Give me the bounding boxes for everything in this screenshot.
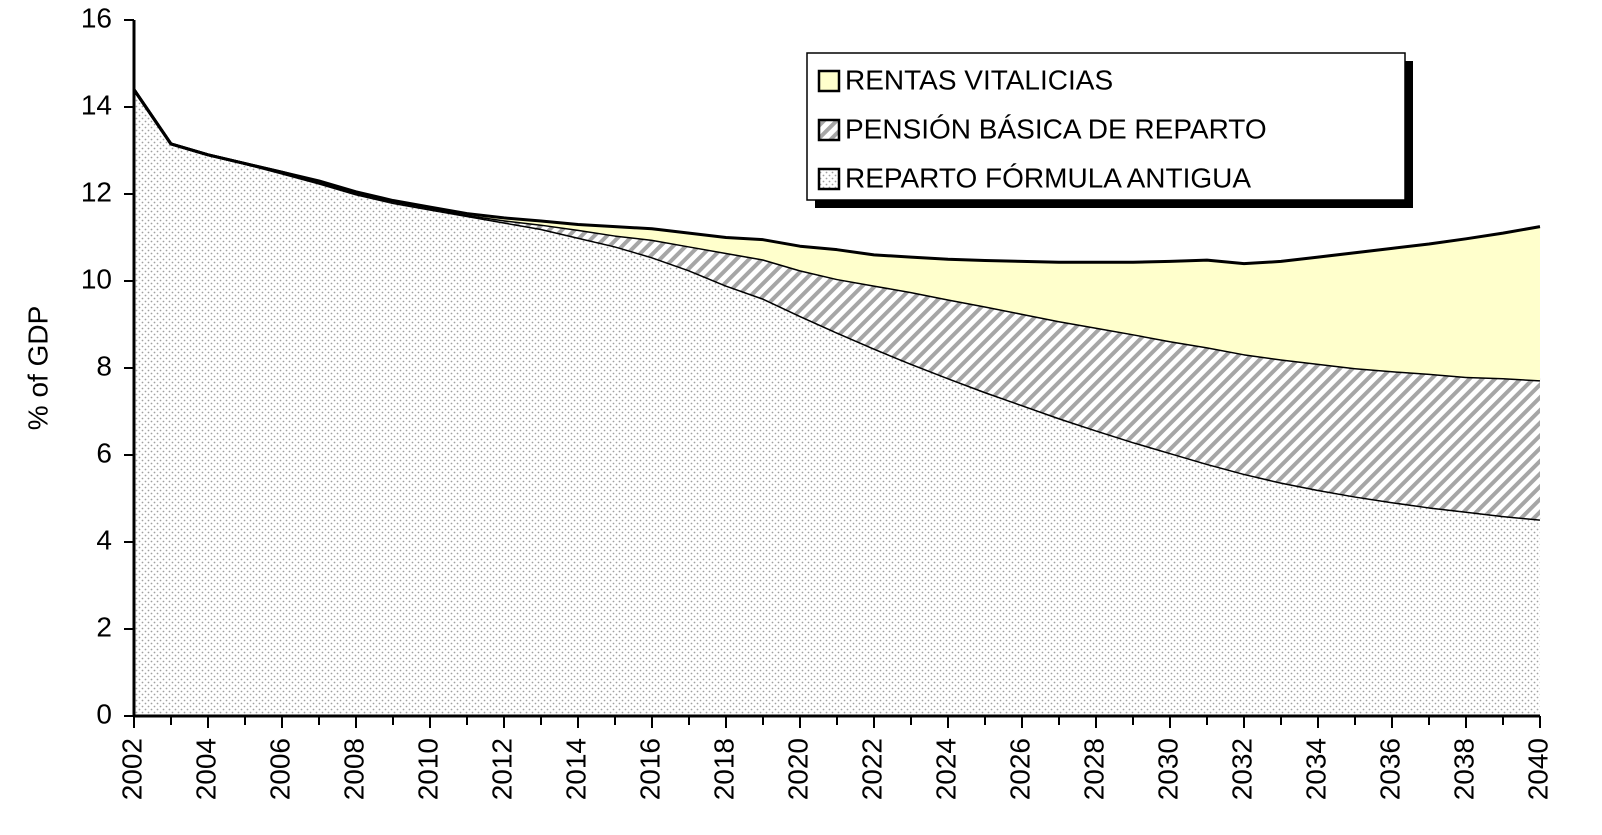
x-tick-label: 2018 [708, 738, 739, 800]
x-tick-label: 2030 [1152, 738, 1183, 800]
y-tick-label: 2 [96, 611, 112, 642]
x-tick-label: 2004 [190, 738, 221, 800]
x-tick-label: 2012 [486, 738, 517, 800]
x-tick-label: 2002 [116, 738, 147, 800]
y-tick-label: 8 [96, 350, 112, 381]
x-tick-label: 2014 [560, 738, 591, 800]
x-tick-label: 2038 [1448, 738, 1479, 800]
x-tick-label: 2028 [1078, 738, 1109, 800]
area [134, 89, 1540, 520]
x-tick-label: 2006 [264, 738, 295, 800]
y-tick-label: 16 [81, 2, 112, 33]
x-tick-label: 2032 [1226, 738, 1257, 800]
legend-label: RENTAS VITALICIAS [845, 64, 1113, 95]
x-tick-label: 2036 [1374, 738, 1405, 800]
y-tick-label: 0 [96, 698, 112, 729]
x-tick-label: 2026 [1004, 738, 1035, 800]
legend [806, 52, 1406, 201]
x-tick-label: 2016 [634, 738, 665, 800]
legend-swatch [817, 118, 841, 142]
y-tick-label: 4 [96, 524, 112, 555]
legend-swatch [817, 69, 841, 93]
x-tick-label: 2008 [338, 738, 369, 800]
legend-label: REPARTO FÓRMULA ANTIGUA [845, 162, 1251, 193]
x-tick-label: 2010 [412, 738, 443, 800]
area [134, 89, 1540, 717]
x-tick-label: 2024 [930, 738, 961, 800]
legend-swatch [817, 167, 841, 191]
y-tick-label: 10 [81, 263, 112, 294]
y-axis-label: % of GDP [22, 306, 53, 430]
legend-label: PENSIÓN BÁSICA DE REPARTO [845, 113, 1267, 144]
area-edge [132, 88, 1541, 266]
x-tick-label: 2040 [1522, 738, 1553, 800]
area [134, 89, 1540, 381]
y-tick-label: 6 [96, 437, 112, 468]
x-tick-label: 2022 [856, 738, 887, 800]
y-tick-label: 14 [81, 89, 112, 120]
x-tick-label: 2034 [1300, 738, 1331, 800]
x-tick-label: 2020 [782, 738, 813, 800]
y-tick-label: 12 [81, 176, 112, 207]
